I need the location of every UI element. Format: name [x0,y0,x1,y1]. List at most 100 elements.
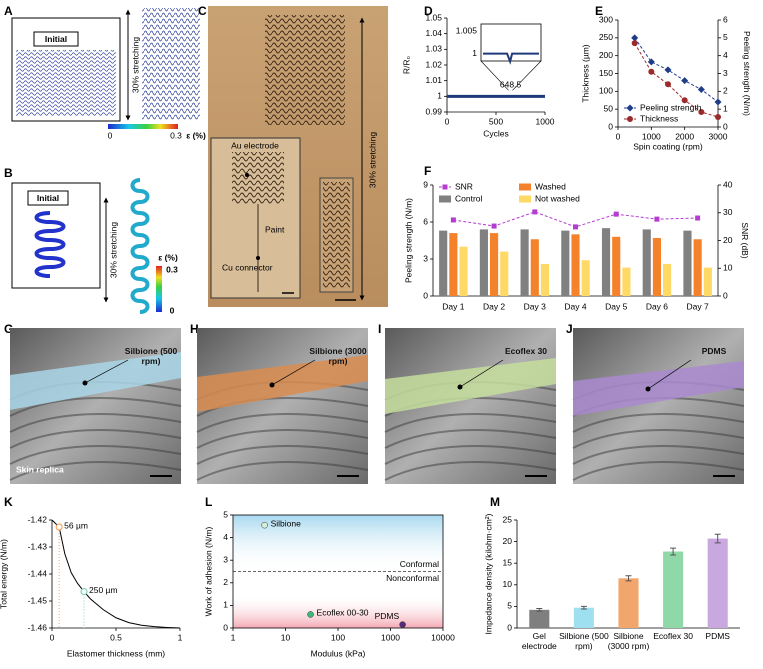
x-tick-label: Day 5 [605,301,627,311]
panel-label: J [566,322,573,336]
skin-ridge [9,413,182,433]
bar [663,263,672,296]
y-tick-label: 0 [423,290,428,300]
bar [642,229,651,296]
legend-label: Thickness [640,113,678,123]
reference-label: Nonconformal [386,573,439,583]
x-tick-label-box: Ecoflex 30 [653,631,693,641]
stretch-label: 30% stretching [130,37,140,93]
bar [652,238,661,296]
y-tick-label: 300 [599,14,613,24]
y2-axis-label: Peeling strength (N/m) [742,31,752,116]
electrode-mesh [265,15,345,125]
marker [573,224,578,230]
y-tick-label: -1.45 [28,595,48,605]
stretch-label: 30% stretching [108,222,118,278]
x-tick-label: Silbione (500 rpm) [559,631,609,651]
skin-ridge [572,413,745,433]
marker [698,109,705,116]
bar [618,578,639,628]
error-bar [714,533,721,544]
x-tick-label-box: Silbione (3000 rpm) [607,631,650,651]
point [307,611,314,618]
marker [697,86,705,94]
x-tick-label: Day 4 [564,301,586,311]
y-tick-label: -1.46 [28,622,48,632]
pointer [245,173,249,177]
y-tick-label: 1.04 [425,28,442,38]
y-axis-label: Peeling strength (N/m) [403,198,413,283]
layer-label: Silbione (3000 rpm) [309,346,367,366]
bar [529,609,550,628]
panel-label: B [4,166,13,180]
y-tick-label: 50 [604,103,614,113]
panel-c: Au electrode Paint Cu connector 30% stre… [208,6,388,307]
series-line [634,37,719,103]
layer [385,358,556,414]
panel-b: Initial 30% stretching 0 0.3 ε (%) [11,182,178,315]
x-tick-label: Day 3 [524,301,546,311]
marker [631,40,638,47]
y-tick-label: 15 [503,557,513,567]
leader [647,359,692,390]
colorbar-tick: 0.3 [170,130,182,140]
highlight-point [80,587,88,596]
marker [715,114,721,121]
paint-label: Paint [265,224,285,234]
x-tick-label-box: Silbione (500 rpm) [559,631,609,651]
electrode-label: Au electrode [231,140,279,150]
x-tick-label: 100 [331,632,345,642]
x-tick-label: Day 1 [442,301,464,311]
y-tick-label: 5 [507,601,512,611]
reference-label: Conformal [400,559,439,569]
y-tick-label: 0 [223,622,228,632]
label-box [33,31,79,47]
layer-label-box: Silbione (3000 rpm) [309,346,367,366]
marker [695,215,701,221]
inset-y-tick-label: 1.005 [456,26,478,36]
bar [707,538,728,628]
x-tick-label: 10000 [431,632,455,642]
inset-x-tick-label: 648.5 [500,80,522,90]
bar [693,239,702,296]
y-tick-label: 150 [599,68,613,78]
y-tick-label: 1.01 [425,75,442,85]
skin-ridge [572,445,745,465]
bar [449,233,458,296]
y-tick-label: 25 [503,514,513,524]
marker [647,58,655,66]
skin-ridge [9,445,182,465]
x-tick-label: Gel electrode [521,631,557,651]
bar [540,263,550,296]
marker [532,209,538,215]
skin-ridge [196,413,369,433]
x-tick-label: 0 [616,131,621,141]
y2-tick-label: 6 [723,14,728,24]
x-tick-label: Day 2 [483,301,505,311]
y2-tick-label: 4 [723,50,728,60]
y-tick-label: 9 [423,179,428,189]
bar [479,229,488,296]
x-tick-label: 3000 [709,131,728,141]
panel-label: E [595,4,603,18]
legend-label: Not washed [535,193,580,203]
y-tick-label: 0 [507,622,512,632]
y2-tick-label: 5 [723,32,728,42]
y-axis-label: R/R₀ [401,55,411,74]
y-tick-label: 20 [503,536,513,546]
y-axis-label: Work of adhesion (N/m) [203,527,213,617]
highlight-point [55,523,63,531]
leader [271,359,316,386]
x-tick-label: 1 [178,632,183,642]
x-tick-label: Silbione (3000 rpm) [607,631,650,651]
bar [573,607,594,628]
panel-label: F [424,164,431,178]
skin-ridge [572,429,745,449]
y-tick-label: 3 [423,253,428,263]
skin-ridge [9,397,182,417]
y-tick-label: 100 [599,86,613,96]
colorbar [156,266,162,312]
layer [10,352,181,410]
point-label: Ecoflex 00-30 [317,608,369,618]
skin-ridge [196,445,369,465]
